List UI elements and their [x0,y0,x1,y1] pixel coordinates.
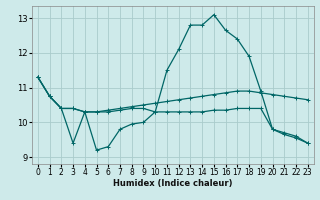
X-axis label: Humidex (Indice chaleur): Humidex (Indice chaleur) [113,179,233,188]
